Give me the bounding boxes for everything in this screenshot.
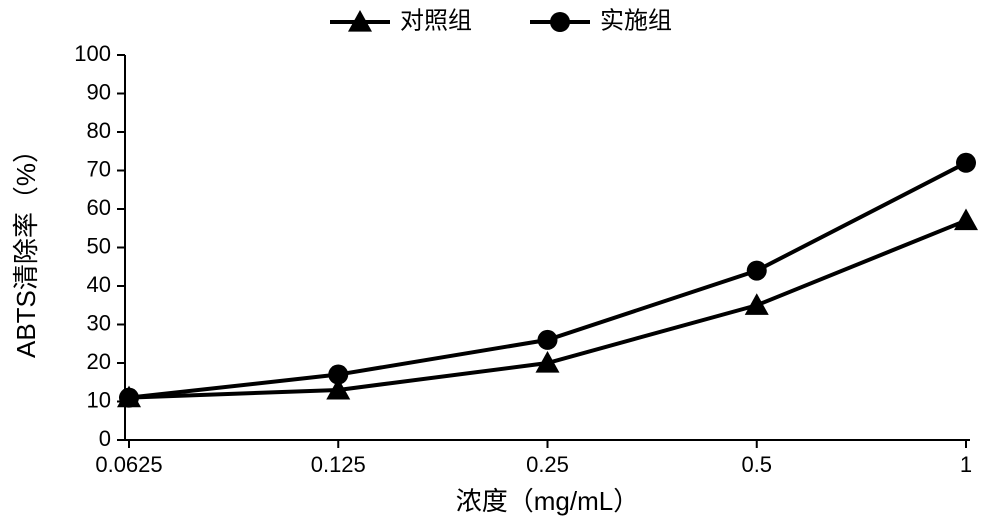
legend-label: 实施组 [600,7,672,34]
y-tick-label: 40 [87,272,111,297]
legend-label: 对照组 [400,7,472,34]
x-axis-title: 浓度（mg/mL） [456,486,639,516]
y-tick-label: 20 [87,349,111,374]
circle-marker [119,388,139,408]
x-tick-label: 0.125 [311,452,366,477]
y-tick-label: 80 [87,118,111,143]
y-tick-label: 90 [87,79,111,104]
line-chart: 0 10 20 30 40 50 60 70 80 90 100 0.0625 0.125 0.25 0.5… [0,0,1000,527]
y-tick-label: 50 [87,233,111,258]
x-tick-label: 0.5 [741,452,772,477]
x-tick-label: 1 [960,452,972,477]
x-tick-label: 0.0625 [95,452,162,477]
y-tick-label: 70 [87,156,111,181]
circle-marker [956,153,976,173]
legend-circle-icon [550,12,570,32]
circle-marker [747,261,767,281]
circle-marker [538,330,558,350]
y-tick-label: 0 [99,426,111,451]
x-tick-label: 0.25 [526,452,569,477]
y-tick-label: 10 [87,387,111,412]
y-tick-label: 60 [87,195,111,220]
y-tick-label: 100 [74,41,111,66]
chart-container: 0 10 20 30 40 50 60 70 80 90 100 0.0625 0.125 0.25 0.5… [0,0,1000,527]
y-tick-label: 30 [87,310,111,335]
y-axis-title: ABTS清除率（%） [11,137,41,358]
circle-marker [328,365,348,385]
